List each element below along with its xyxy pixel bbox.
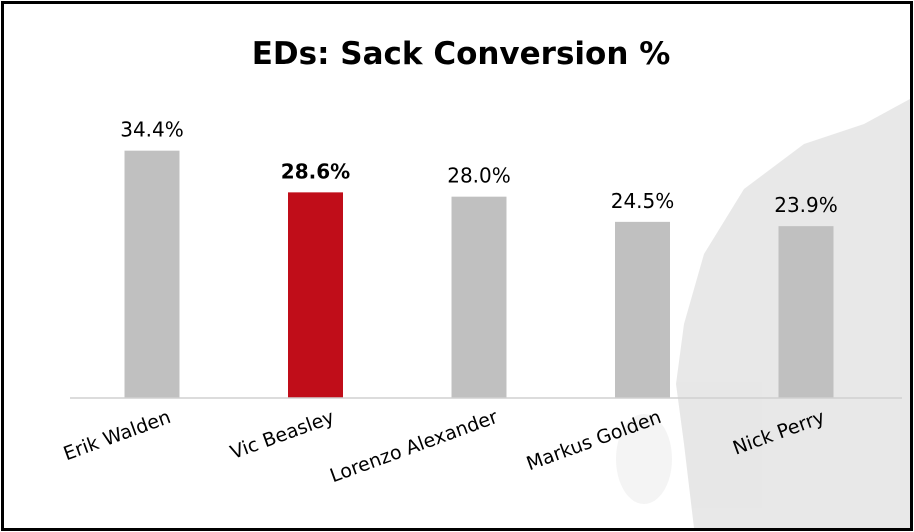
- bar-erik-walden: [124, 150, 180, 398]
- bar-nick-perry: [778, 226, 834, 398]
- data-label-erik-walden: 34.4%: [120, 118, 184, 142]
- bars-group: [124, 150, 834, 398]
- data-label-lorenzo-alexander: 28.0%: [447, 164, 511, 188]
- data-label-markus-golden: 24.5%: [611, 189, 675, 213]
- category-label-vic-beasley: Vic Beasley: [227, 406, 337, 464]
- category-label-erik-walden: Erik Walden: [61, 406, 174, 465]
- bar-markus-golden: [615, 221, 670, 398]
- category-label-lorenzo-alexander: Lorenzo Alexander: [327, 406, 501, 487]
- data-label-vic-beasley: 28.6%: [281, 159, 350, 183]
- bar-lorenzo-alexander: [451, 196, 507, 398]
- bar-chart: EDs: Sack Conversion % 34.4% 28.6% 28.0% 24…: [61, 36, 910, 528]
- bar-vic-beasley: [288, 192, 343, 398]
- chart-title: EDs: Sack Conversion %: [252, 36, 671, 72]
- data-labels-group: 34.4% 28.6% 28.0% 24.5% 23.9%: [120, 118, 838, 217]
- data-label-nick-perry: 23.9%: [774, 193, 838, 217]
